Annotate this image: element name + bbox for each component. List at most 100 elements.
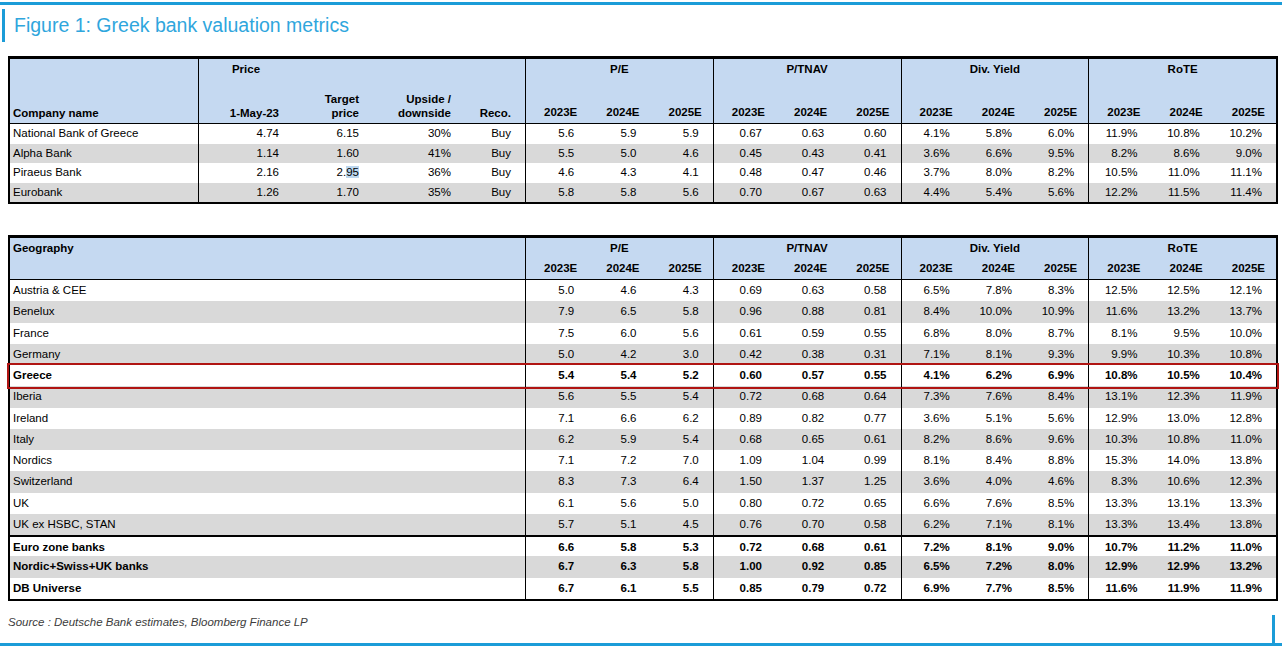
cell-value: 0.47 (776, 163, 838, 183)
cell-value: 13.4% (1152, 514, 1214, 535)
cell-value: 11.5% (1152, 183, 1214, 203)
year-header: 2024E (776, 261, 838, 276)
cell-value: 14.0% (1152, 450, 1214, 471)
cell-value: 8.8% (1026, 450, 1088, 471)
cell-value: 12.9% (1089, 556, 1151, 577)
value-group: 12.9%13.0%12.8% (1088, 408, 1276, 429)
table-row: Benelux7.96.55.80.960.880.818.4%10.0%10.… (10, 301, 1276, 322)
cell-value: 0.77 (838, 408, 900, 429)
cell-value: 9.9% (1089, 344, 1151, 365)
cell-upside: 30% (373, 124, 465, 144)
value-group: 13.3%13.4%13.8% (1088, 514, 1276, 535)
table-row: France7.56.05.60.610.590.556.8%8.0%8.7%8… (10, 323, 1276, 344)
cell-recommendation: Buy (465, 144, 525, 164)
group-title-pe: P/E (526, 241, 713, 255)
cell-value: 0.58 (838, 514, 900, 535)
cell-value: 0.46 (838, 163, 900, 183)
value-group: 8.1%9.5%10.0% (1088, 323, 1276, 344)
cell-value: 10.5% (1089, 163, 1151, 183)
year-header-row: 2023E 2024E 2025E (1089, 261, 1276, 276)
value-group: 10.7%11.2%11.0% (1088, 537, 1276, 556)
cell-value: 8.0% (1026, 556, 1088, 577)
cell-value: 5.0 (588, 144, 650, 164)
value-group: 0.960.880.81 (713, 301, 901, 322)
value-group: 15.3%14.0%13.8% (1088, 450, 1276, 471)
cell-value: 13.3% (1214, 493, 1276, 514)
cell-value: 8.3 (526, 471, 588, 492)
cell-value: 0.63 (838, 183, 900, 203)
cell-value: 3.7% (902, 163, 964, 183)
year-header: 2023E (902, 105, 964, 120)
cell-value: 7.8% (964, 280, 1026, 301)
group-title-rote: RoTE (1089, 62, 1276, 76)
cell-value: 7.1 (526, 408, 588, 429)
cell-value: 11.6% (1089, 578, 1151, 599)
cell-value: 4.6% (1026, 471, 1088, 492)
cell-value: 11.1% (1214, 163, 1276, 183)
cell-row-label: Germany (10, 344, 525, 365)
cell-value: 5.4 (651, 429, 713, 450)
cell-value: 9.5% (1026, 144, 1088, 164)
cell-price: 2.16 (198, 163, 293, 183)
value-group: 5.75.14.5 (525, 514, 713, 535)
cell-value: 11.4% (1214, 183, 1276, 203)
group-header-pe: P/E 2023E 2024E 2025E (525, 238, 713, 279)
value-group: 7.56.05.6 (525, 323, 713, 344)
cell-value: 5.6% (1026, 408, 1088, 429)
cell-value: 4.3 (588, 163, 650, 183)
cell-value: 3.0 (651, 344, 713, 365)
cell-value: 5.8% (964, 124, 1026, 144)
cell-value: 7.3 (588, 471, 650, 492)
cell-value: 5.6 (526, 124, 588, 144)
value-group: 13.3%13.1%13.3% (1088, 493, 1276, 514)
group-header-pe: P/E 2023E 2024E 2025E (525, 59, 713, 123)
cell-value: 12.8% (1214, 408, 1276, 429)
cell-value: 7.9 (526, 301, 588, 322)
cell-value: 10.9% (1026, 301, 1088, 322)
cell-value: 5.8 (588, 183, 650, 203)
value-group: 8.4%10.0%10.9% (901, 301, 1089, 322)
cell-value: 4.3 (651, 280, 713, 301)
value-group: 7.96.55.8 (525, 301, 713, 322)
cell-value: 0.69 (714, 280, 776, 301)
geography-table-header: Geography P/E 2023E 2024E 2025E P/TNAV 2… (10, 238, 1276, 280)
value-group: 0.760.700.58 (713, 514, 901, 535)
year-header: 2025E (838, 261, 900, 276)
figure-title-block: Figure 1: Greek bank valuation metrics (2, 9, 349, 42)
year-header: 2025E (838, 105, 900, 120)
company-table: Company name Price 1-May-23 Target price… (8, 56, 1278, 204)
company-table-body: National Bank of Greece4.746.1530%Buy5.6… (10, 124, 1276, 202)
cell-value: 6.0 (588, 323, 650, 344)
value-group: 5.04.23.0 (525, 344, 713, 365)
table-row: Ireland7.16.66.20.890.820.773.6%5.1%5.6%… (10, 408, 1276, 429)
cell-row-label: Italy (10, 429, 525, 450)
cell-value: 5.6 (526, 386, 588, 407)
cell-value: 1.50 (714, 471, 776, 492)
cell-upside: 41% (373, 144, 465, 164)
value-group: 9.9%10.3%10.8% (1088, 344, 1276, 365)
cell-value: 0.76 (714, 514, 776, 535)
year-header: 2023E (902, 261, 964, 276)
value-group: 0.600.570.55 (713, 365, 901, 386)
cell-value: 10.2% (1214, 124, 1276, 144)
cell-value: 10.8% (1152, 124, 1214, 144)
year-header-row: 2023E 2024E 2025E (1089, 105, 1276, 120)
year-header: 2024E (588, 261, 650, 276)
cell-value: 1.37 (776, 471, 838, 492)
cell-value: 0.70 (714, 183, 776, 203)
cell-value: 6.5 (588, 301, 650, 322)
cell-value: 11.9% (1152, 578, 1214, 599)
value-group: 5.55.04.6 (525, 144, 713, 164)
year-header-row: 2023E 2024E 2025E (526, 261, 713, 276)
cell-value: 7.2 (588, 450, 650, 471)
cell-value: 13.0% (1152, 408, 1214, 429)
cell-value: 5.1 (588, 514, 650, 535)
year-header: 2024E (776, 105, 838, 120)
table-row: Germany5.04.23.00.420.380.317.1%8.1%9.3%… (10, 344, 1276, 365)
value-group: 6.9%7.7%8.5% (901, 578, 1089, 599)
cell-row-label: DB Universe (10, 578, 525, 599)
cell-value: 0.68 (776, 386, 838, 407)
cell-value: 12.5% (1152, 280, 1214, 301)
group-title-pe: P/E (526, 62, 713, 76)
cell-value: 5.0 (526, 344, 588, 365)
